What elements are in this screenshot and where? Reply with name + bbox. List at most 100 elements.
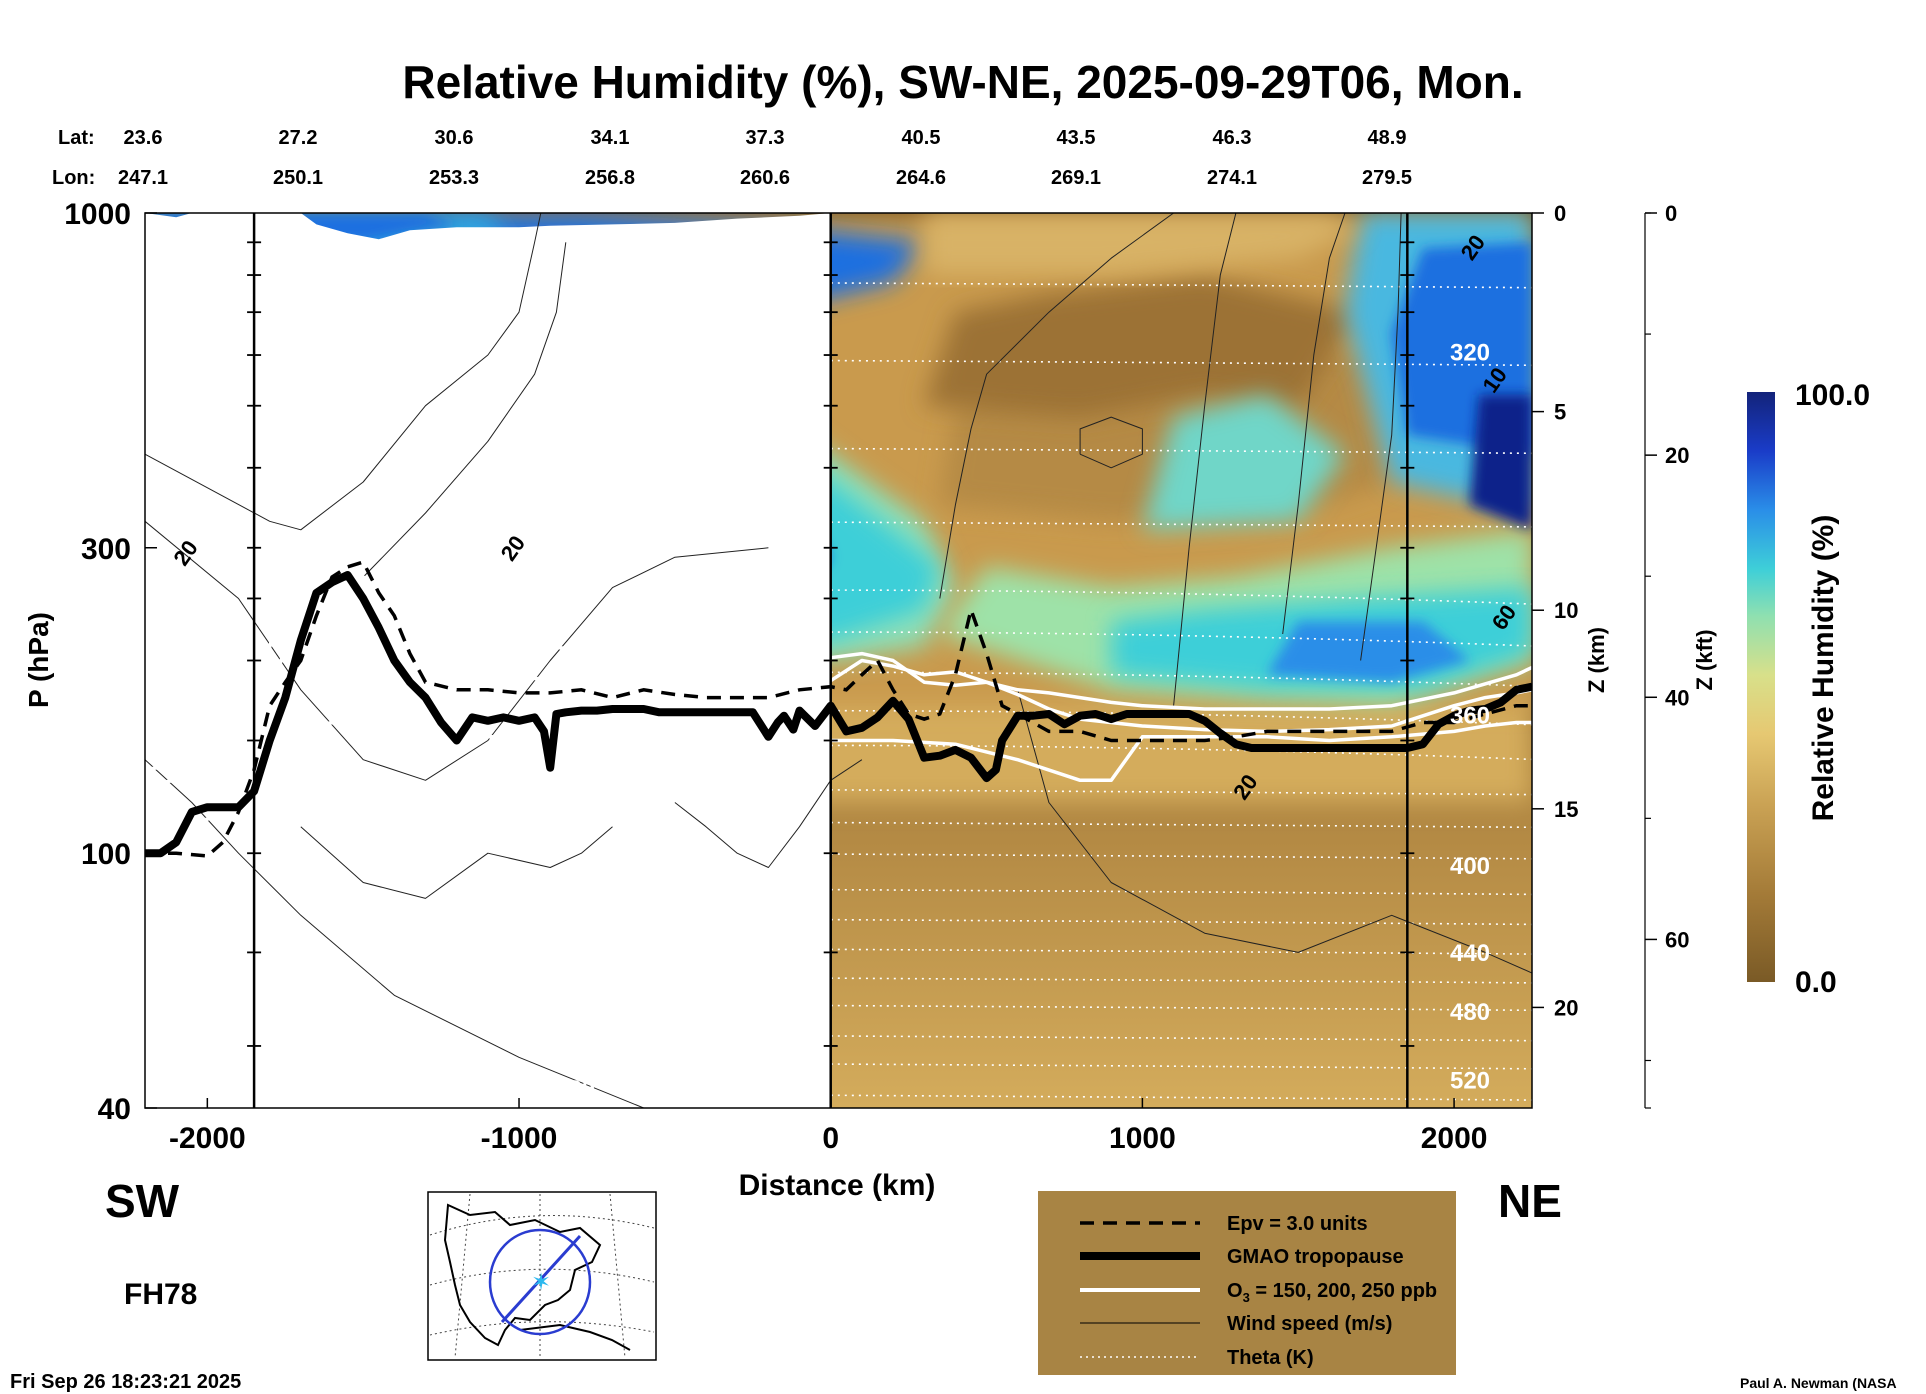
wind-speed-line bbox=[1079, 416, 1143, 469]
wind-speed-line bbox=[939, 213, 1174, 599]
theta-line bbox=[145, 1028, 1532, 1042]
lat-value: 43.5 bbox=[1057, 127, 1096, 149]
lon-value: 256.8 bbox=[585, 167, 635, 189]
theta-line bbox=[145, 275, 1532, 289]
credit: Paul A. Newman (NASA bbox=[1740, 1375, 1897, 1391]
vertical-reference-lines bbox=[247, 213, 1415, 1108]
z-kft-tick-label: 60 bbox=[1665, 927, 1689, 952]
x-axis: -2000 -1000 0 1000 2000 bbox=[169, 1098, 1487, 1155]
lat-value: 46.3 bbox=[1213, 127, 1252, 149]
legend-tropopause: GMAO tropopause bbox=[1227, 1246, 1404, 1268]
lat-value: 34.1 bbox=[591, 127, 630, 149]
lat-value: 27.2 bbox=[279, 127, 318, 149]
colorbar-min-label: 0.0 bbox=[1795, 966, 1837, 999]
x-tick-label: -2000 bbox=[169, 1122, 246, 1155]
theta-label: 400 bbox=[567, 861, 607, 888]
theta-line bbox=[145, 1088, 1532, 1101]
legend-theta: Theta (K) bbox=[1227, 1347, 1314, 1369]
humidity-region-18 bbox=[1469, 394, 1532, 530]
sw-label: SW bbox=[105, 1175, 180, 1227]
map-circle bbox=[488, 1228, 592, 1336]
lat-value: 37.3 bbox=[746, 127, 785, 149]
theta-line bbox=[145, 631, 1532, 647]
x-tick-label: -1000 bbox=[481, 1122, 558, 1155]
lat-value: 48.9 bbox=[1368, 127, 1407, 149]
ozone-lines bbox=[145, 546, 1532, 829]
theta-label: 440 bbox=[562, 948, 602, 975]
wind-speed-line bbox=[362, 242, 567, 578]
theta-label-right: 480 bbox=[1450, 999, 1490, 1026]
theta-label-right: 360 bbox=[1450, 702, 1490, 729]
wind-speed-line bbox=[1360, 213, 1402, 661]
locator-map: ✶ bbox=[427, 1191, 657, 1361]
colorbar-title: Relative Humidity (%) bbox=[1807, 515, 1840, 822]
z-kft-tick-label: 20 bbox=[1665, 443, 1689, 468]
theta-line bbox=[145, 441, 1532, 455]
x-tick-label: 0 bbox=[822, 1122, 839, 1155]
ozone-line bbox=[145, 573, 1532, 787]
plot-frame bbox=[144, 212, 1533, 1109]
humidity-region-15 bbox=[924, 275, 1361, 418]
lat-value: 23.6 bbox=[124, 127, 163, 149]
humidity-contours bbox=[145, 213, 1532, 1108]
lon-value: 253.3 bbox=[429, 167, 479, 189]
lon-value: 274.1 bbox=[1207, 167, 1257, 189]
terrain bbox=[145, 213, 831, 1108]
theta-line bbox=[145, 846, 1532, 860]
z-kft-tick-label: 0 bbox=[1665, 201, 1677, 226]
chart-title: Relative Humidity (%), SW-NE, 2025-09-29… bbox=[402, 56, 1523, 108]
p-tick-label: 1000 bbox=[64, 198, 131, 231]
humidity-region-19 bbox=[1142, 394, 1345, 530]
theta-line bbox=[145, 815, 1532, 829]
humidity-field bbox=[145, 213, 1532, 1108]
z-km-tick-label: 20 bbox=[1554, 995, 1578, 1020]
lat-label: Lat: bbox=[58, 127, 95, 149]
wind-speed-line bbox=[1173, 213, 1237, 706]
lon-value: 269.1 bbox=[1051, 167, 1101, 189]
theta-line bbox=[145, 671, 1532, 688]
lon-value: 260.6 bbox=[740, 167, 790, 189]
theta-label-right: 440 bbox=[1450, 940, 1490, 967]
lon-value: 279.5 bbox=[1362, 167, 1412, 189]
lat-value: 40.5 bbox=[902, 127, 941, 149]
lon-label: Lon: bbox=[52, 167, 95, 189]
ne-label: NE bbox=[1498, 1175, 1562, 1227]
y-axis-label: P (hPa) bbox=[23, 612, 54, 708]
map-coastlines bbox=[443, 1203, 631, 1351]
wind-speed-line bbox=[1282, 213, 1346, 635]
theta-line bbox=[145, 882, 1532, 896]
z-km-axis: 0 5 10 15 20 bbox=[1532, 201, 1578, 1020]
humidity-region-20 bbox=[924, 213, 1361, 275]
theta-line bbox=[145, 353, 1532, 367]
forecast-hour-label: FH78 bbox=[124, 1278, 197, 1311]
theta-label-right: 520 bbox=[1450, 1068, 1490, 1095]
z-kft-axis-label: Z (kft) bbox=[1692, 629, 1717, 690]
lat-value: 30.6 bbox=[435, 127, 474, 149]
z-km-tick-label: 15 bbox=[1554, 797, 1578, 822]
wind-speed-line bbox=[1017, 689, 1532, 974]
tropopause-line bbox=[145, 571, 1532, 858]
colorbar-max-label: 100.0 bbox=[1795, 379, 1870, 412]
p-tick-label: 40 bbox=[98, 1093, 131, 1126]
legend: Epv = 3.0 units GMAO tropopause O3 = 150… bbox=[1038, 1191, 1456, 1375]
wind-speed-line bbox=[145, 213, 542, 531]
humidity-region-13 bbox=[1267, 621, 1470, 683]
theta-line bbox=[145, 782, 1532, 796]
map-section-line bbox=[500, 1234, 582, 1324]
theta-label: 480 bbox=[595, 1007, 635, 1034]
x-tick-label: 1000 bbox=[1109, 1122, 1176, 1155]
theta-label: 320 bbox=[585, 348, 625, 375]
ozone-line bbox=[145, 546, 1532, 772]
lon-value: 250.1 bbox=[273, 167, 323, 189]
z-km-tick-label: 5 bbox=[1554, 400, 1566, 425]
theta-label: 520 bbox=[555, 1076, 595, 1103]
map-center-star-icon: ✶ bbox=[531, 1269, 551, 1296]
theta-line bbox=[145, 589, 1532, 605]
lon-value: 247.1 bbox=[118, 167, 168, 189]
theta-line bbox=[145, 744, 1532, 761]
theta-line bbox=[145, 912, 1532, 926]
legend-ozone: O3 = 150, 200, 250 ppb bbox=[1227, 1280, 1437, 1305]
theta-label: 360 bbox=[605, 711, 645, 738]
theta-labels: 520 520 480 480 440 440 400 400 360 360 320 320 bbox=[555, 339, 1490, 1102]
